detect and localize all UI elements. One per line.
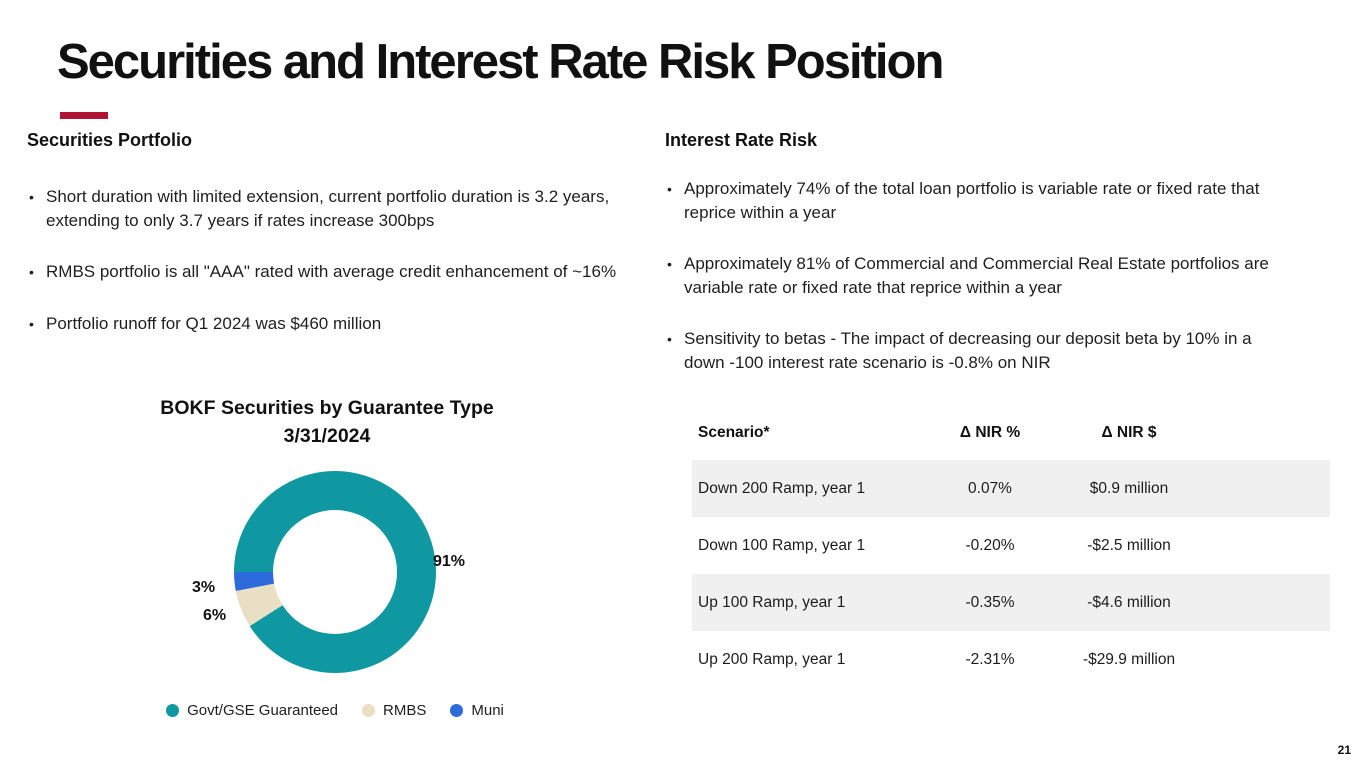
cell-nir-pct: -0.20%: [965, 536, 1015, 554]
page-number: 21: [1337, 743, 1351, 757]
donut-label-rmbs: 6%: [203, 607, 227, 624]
donut-label-govt-gse: 91%: [433, 553, 466, 570]
table-row: Up 200 Ramp, year 1 -2.31% -$29.9 millio…: [692, 631, 1330, 688]
cell-scenario: Up 100 Ramp, year 1: [698, 593, 846, 611]
chart-subtitle: 3/31/2024: [283, 425, 371, 447]
table-header-nir-pct: Δ NIR %: [959, 423, 1021, 441]
table-row: Up 100 Ramp, year 1 -0.35% -$4.6 million: [692, 574, 1330, 631]
table-row: Down 100 Ramp, year 1 -0.20% -$2.5 milli…: [692, 517, 1330, 574]
donut-hole: [273, 510, 397, 634]
interest-rate-risk-bullets: Approximately 74% of the total loan port…: [665, 177, 1315, 374]
cell-scenario: Down 100 Ramp, year 1: [698, 536, 866, 554]
legend-label-govt-gse: Govt/GSE Guaranteed: [187, 702, 339, 719]
bullet-item: RMBS portfolio is all "AAA" rated with a…: [27, 260, 637, 284]
legend-dot-muni-icon: [450, 704, 464, 717]
legend-dot-govt-gse-icon: [166, 704, 180, 717]
donut-label-muni: 3%: [192, 579, 216, 596]
cell-scenario: Down 200 Ramp, year 1: [698, 479, 866, 497]
table-header-row: Scenario* Δ NIR % Δ NIR $: [692, 405, 1330, 460]
securities-portfolio-heading: Securities Portfolio: [27, 130, 193, 150]
cell-nir-usd: -$29.9 million: [1082, 650, 1176, 668]
cell-nir-usd: -$4.6 million: [1087, 593, 1171, 611]
cell-nir-usd: -$2.5 million: [1087, 536, 1171, 554]
securities-portfolio-section: Securities Portfolio Short duration with…: [27, 130, 637, 363]
legend-item-govt-gse: Govt/GSE Guaranteed: [166, 702, 338, 719]
cell-nir-pct: -2.31%: [965, 650, 1015, 668]
cell-nir-pct: 0.07%: [968, 479, 1012, 497]
nir-table: Scenario* Δ NIR % Δ NIR $ Down 200 Ramp,…: [692, 405, 1330, 688]
interest-rate-risk-section: Interest Rate Risk Approximately 74% of …: [665, 130, 1315, 402]
page-title: Securities and Interest Rate Risk Positi…: [57, 35, 944, 89]
table-header-scenario: Scenario*: [698, 423, 770, 441]
bullet-item: Approximately 81% of Commercial and Comm…: [665, 252, 1276, 299]
table-row: Down 200 Ramp, year 1 0.07% $0.9 million: [692, 460, 1330, 517]
interest-rate-risk-heading: Interest Rate Risk: [665, 130, 818, 150]
cell-scenario: Up 200 Ramp, year 1: [698, 650, 846, 668]
legend-label-rmbs: RMBS: [383, 702, 427, 719]
legend-label-muni: Muni: [471, 702, 504, 719]
chart-legend: Govt/GSE Guaranteed RMBS Muni: [27, 702, 643, 719]
bullet-item: Portfolio runoff for Q1 2024 was $460 mi…: [27, 312, 637, 335]
bullet-item: Approximately 74% of the total loan port…: [665, 177, 1276, 224]
chart-title: BOKF Securities by Guarantee Type: [160, 397, 494, 419]
bullet-item: Short duration with limited extension, c…: [27, 185, 637, 232]
title-accent-bar: [60, 112, 108, 119]
legend-item-rmbs: RMBS: [362, 702, 426, 719]
legend-item-muni: Muni: [450, 702, 504, 719]
cell-nir-usd: $0.9 million: [1089, 479, 1169, 497]
bullet-item: Sensitivity to betas - The impact of dec…: [665, 327, 1276, 374]
legend-dot-rmbs-icon: [362, 704, 376, 717]
securities-portfolio-bullets: Short duration with limited extension, c…: [27, 185, 637, 335]
table-header-nir-usd: Δ NIR $: [1101, 423, 1157, 441]
cell-nir-pct: -0.35%: [965, 593, 1015, 611]
